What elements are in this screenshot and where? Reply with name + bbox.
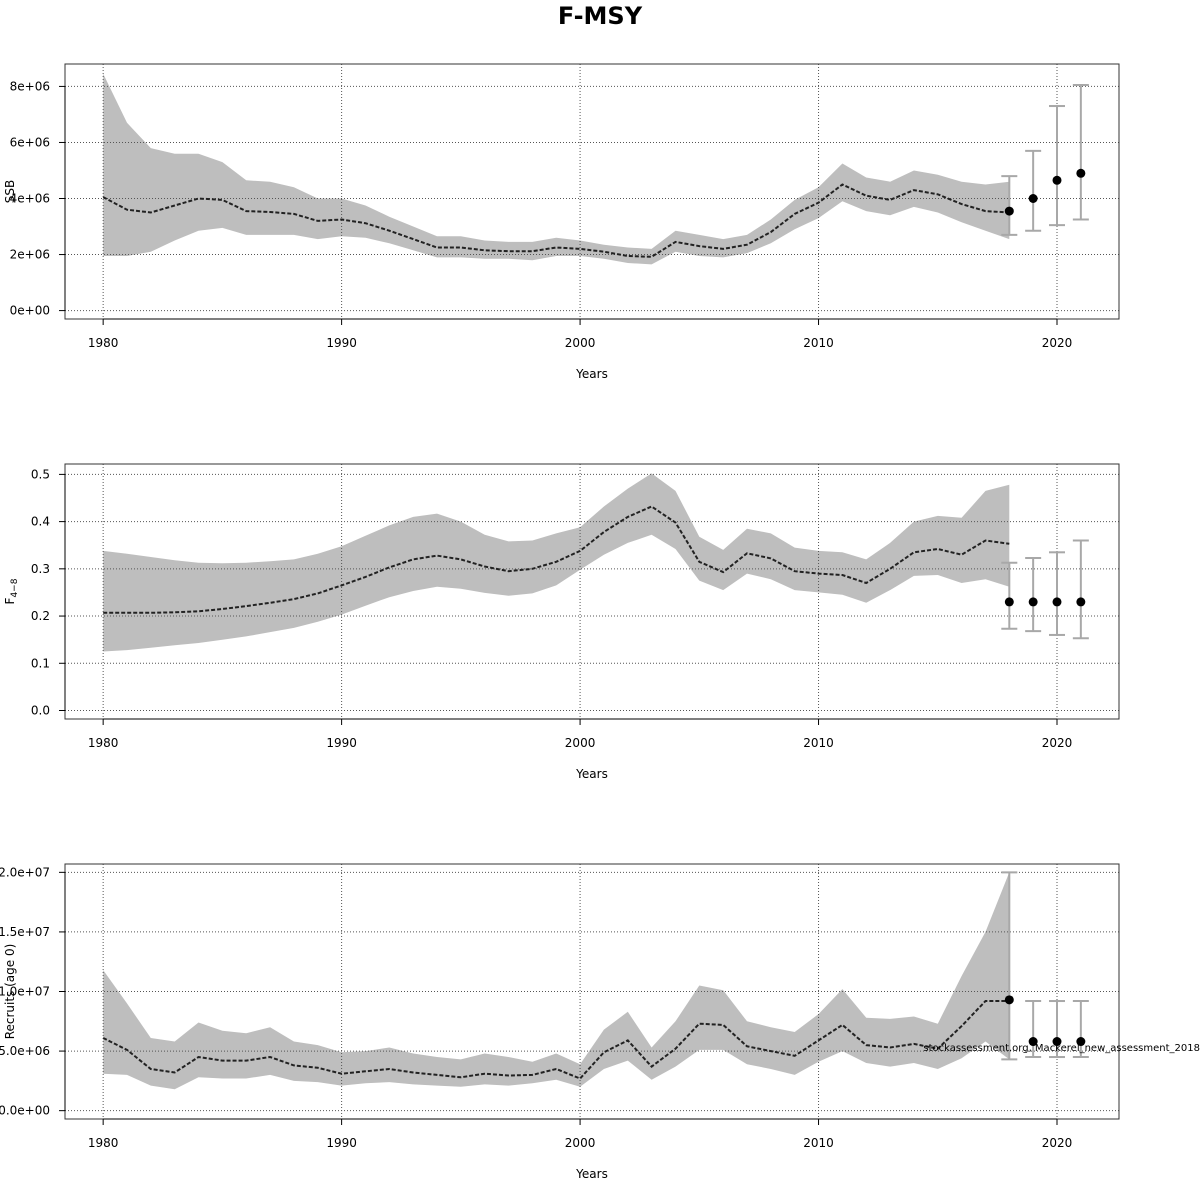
confidence-band xyxy=(103,872,1010,1090)
y-tick-label: 0.3 xyxy=(31,562,50,576)
forecast-errorbar xyxy=(1025,149,1042,232)
forecast-point xyxy=(1052,597,1062,607)
y-tick-label: 0e+00 xyxy=(10,304,50,318)
forecast-point xyxy=(1004,995,1014,1005)
y-axis-label: SSB xyxy=(3,180,17,203)
forecast-errorbar xyxy=(1072,539,1089,640)
y-tick-label: 0.1 xyxy=(31,656,50,670)
y-tick-label: 0.5 xyxy=(31,467,50,481)
y-tick-label: 0.0 xyxy=(31,704,50,718)
x-axis-label: Years xyxy=(575,767,608,781)
x-tick-label: 1990 xyxy=(326,336,357,350)
x-tick-label: 2000 xyxy=(565,336,596,350)
y-tick-label: 0.2 xyxy=(31,609,50,623)
chart-panel-3: 1980 1990 2000 2010 2020 Years 0.0e+00 5.0e+06 1… xyxy=(0,863,1120,1181)
x-tick-label: 1980 xyxy=(88,336,119,350)
estimate-line xyxy=(102,1000,1010,1080)
y-tick-label: 2e+06 xyxy=(10,248,50,262)
x-tick-label: 1980 xyxy=(88,1136,119,1150)
forecast-errorbar xyxy=(1025,1000,1042,1059)
forecast-errorbar xyxy=(1001,871,1018,1061)
x-tick-label: 1990 xyxy=(326,736,357,750)
x-tick-label: 2000 xyxy=(565,736,596,750)
chart-title: F-MSY xyxy=(558,2,643,30)
forecast-point xyxy=(1004,597,1014,607)
estimate-line xyxy=(102,183,1010,258)
x-tick-label: 1990 xyxy=(326,1136,357,1150)
forecast-point xyxy=(1052,175,1062,185)
y-tick-label: 0.4 xyxy=(31,515,50,529)
x-tick-label: 2000 xyxy=(565,1136,596,1150)
y-tick-label: 4e+06 xyxy=(10,192,50,206)
forecast-point xyxy=(1028,1037,1038,1047)
y-tick-label: 2.0e+07 xyxy=(0,865,50,879)
x-tick-label: 2020 xyxy=(1042,736,1073,750)
x-tick-label: 2020 xyxy=(1042,336,1073,350)
x-tick-label: 1980 xyxy=(88,736,119,750)
y-tick-label: 6e+06 xyxy=(10,135,50,149)
y-tick-label: 5.0e+06 xyxy=(0,1044,50,1058)
forecast-errorbar xyxy=(1049,551,1065,636)
x-tick-label: 2020 xyxy=(1042,1136,1073,1150)
y-tick-label: 1.0e+07 xyxy=(0,985,50,999)
watermark-text: stockassessment.org, Mackerel_new_assess… xyxy=(923,1043,1200,1054)
forecast-point xyxy=(1028,597,1038,607)
forecast-errorbar xyxy=(1001,561,1018,630)
y-axis-label: Recruits (age 0) xyxy=(3,944,17,1040)
x-tick-label: 2010 xyxy=(803,736,834,750)
y-axis-label-subscript: 4−8 xyxy=(10,578,20,597)
y-tick-label: 8e+06 xyxy=(10,79,50,93)
chart-panel-2: 1980 1990 2000 2010 2020 Years 0.0 0.1 0.2 0.3 0.4… xyxy=(3,463,1120,781)
forecast-errorbar xyxy=(1072,1000,1089,1059)
forecast-point xyxy=(1052,1037,1062,1047)
forecast-point xyxy=(1076,1037,1086,1047)
forecast-errorbar xyxy=(1001,175,1018,236)
forecast-errorbar xyxy=(1025,556,1042,633)
x-axis-label: Years xyxy=(575,367,608,381)
chart-panel-1: 1980 1990 2000 2010 2020 Years 0e+00 2e+06 4e+06… xyxy=(3,63,1120,381)
y-tick-label: 0.0e+00 xyxy=(0,1104,50,1118)
forecast-point xyxy=(1076,168,1086,178)
forecast-point xyxy=(1076,597,1086,607)
y-tick-label: 1.5e+07 xyxy=(0,925,50,939)
estimate-line xyxy=(103,505,1010,614)
x-tick-label: 2010 xyxy=(803,336,834,350)
x-tick-label: 2010 xyxy=(803,1136,834,1150)
forecast-errorbar xyxy=(1049,1000,1065,1059)
forecast-point xyxy=(1004,206,1014,216)
confidence-band xyxy=(103,73,1010,265)
x-axis-label: Years xyxy=(575,1167,608,1181)
forecast-point xyxy=(1028,194,1038,204)
forecast-errorbar xyxy=(1049,105,1065,227)
y-axis-label: F4−8 xyxy=(3,578,20,604)
forecast-errorbar xyxy=(1072,84,1089,221)
